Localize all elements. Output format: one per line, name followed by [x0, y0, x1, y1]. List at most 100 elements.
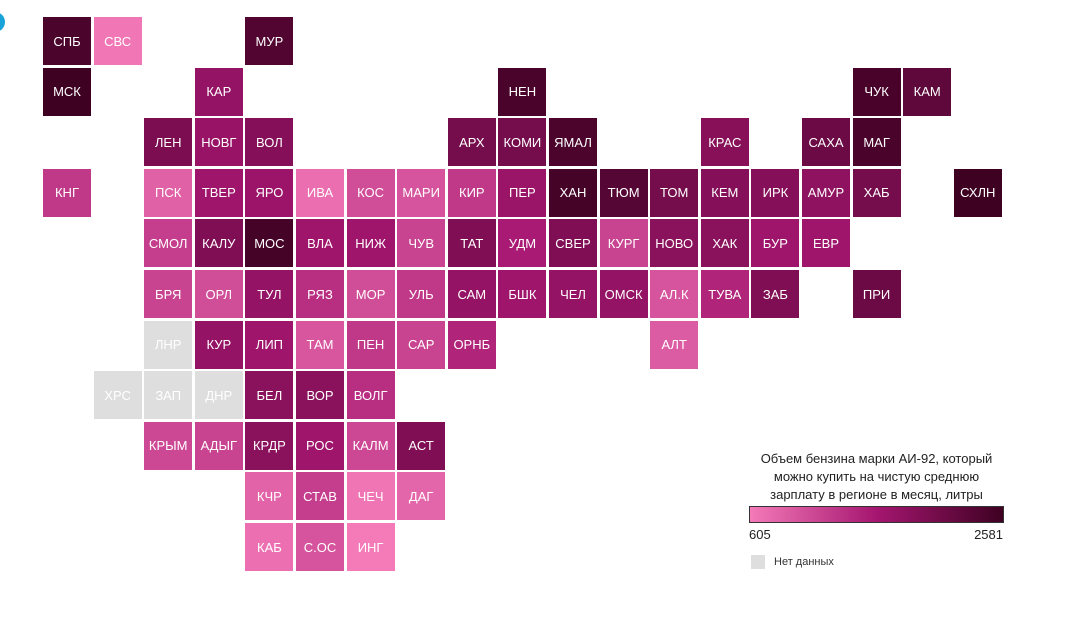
region-tile: БРЯ — [144, 270, 193, 318]
region-tile: СТАВ — [296, 472, 344, 521]
region-tile: ПСК — [144, 168, 193, 217]
region-label: КЧР — [256, 488, 282, 504]
region-label: С.ОС — [303, 539, 337, 555]
region-label: КРАС — [708, 134, 742, 150]
region-tile: АРХ — [447, 118, 496, 167]
region-label: КАБ — [257, 539, 282, 555]
region-label: ТОМ — [660, 185, 689, 201]
region-label: КОМИ — [503, 134, 542, 150]
region-tile: ЯМАЛ — [549, 118, 597, 167]
region-tile: ПРИ — [852, 270, 901, 318]
region-tile: С.ОС — [296, 523, 344, 571]
region-tile: ЧЕЛ — [549, 270, 597, 318]
region-tile: МАГ — [852, 118, 901, 167]
region-label: КНГ — [54, 185, 79, 201]
region-tile: САМ — [447, 270, 496, 318]
region-label: ОРЛ — [205, 286, 233, 302]
region-label: КРЫМ — [148, 438, 188, 454]
region-label: МОР — [355, 286, 386, 302]
region-label: СВЕР — [555, 235, 591, 251]
region-tile: КИР — [447, 168, 496, 217]
region-label: АМУР — [807, 185, 845, 201]
region-label: ТАТ — [460, 235, 484, 251]
region-tile: СВС — [93, 17, 142, 65]
region-label: ЕВР — [812, 235, 839, 251]
region-tile: ЕВР — [802, 219, 850, 268]
region-label: КОС — [357, 185, 385, 201]
region-tile: ОМСК — [599, 270, 648, 318]
region-label: КАМ — [913, 84, 941, 100]
region-label: БШК — [508, 286, 537, 302]
region-label: МАРИ — [402, 185, 440, 201]
region-label: ВОЛ — [256, 134, 283, 150]
region-tile: СВЕР — [549, 219, 597, 268]
region-label: ТУВА — [708, 286, 742, 302]
region-tile: КАМ — [903, 67, 952, 116]
region-tile: БШК — [498, 270, 547, 318]
region-tile: ВОЛГ — [346, 371, 395, 420]
region-label: ПЕР — [509, 185, 536, 201]
region-label: ИНГ — [357, 539, 384, 555]
region-tile: РЯЗ — [296, 270, 344, 318]
region-tile: ЧЕЧ — [346, 472, 395, 521]
region-label: ТЮМ — [607, 185, 640, 201]
region-tile: КУРГ — [599, 219, 648, 268]
region-tile: ВОЛ — [245, 118, 294, 167]
region-label: ЧЕЧ — [357, 488, 384, 504]
region-label: МСК — [53, 84, 81, 100]
region-tile: ЗАБ — [751, 270, 800, 318]
region-tile: ТОМ — [650, 168, 699, 217]
region-tile: ПЕР — [498, 168, 547, 217]
region-tile: АЛТ — [650, 320, 699, 369]
legend-max-label: 2581 — [974, 527, 1003, 542]
region-tile: НЕН — [498, 67, 547, 116]
region-label: ЛИП — [255, 337, 283, 353]
region-tile: МАРИ — [397, 168, 446, 217]
region-label: РЯЗ — [307, 286, 333, 302]
region-label: АСТ — [408, 438, 434, 454]
region-label: АЛТ — [661, 337, 687, 353]
region-tile: УДМ — [498, 219, 547, 268]
region-label: МУР — [255, 33, 284, 49]
region-tile: ХАБ — [852, 168, 901, 217]
region-label: САМ — [457, 286, 487, 302]
region-tile: КАБ — [245, 523, 294, 571]
region-tile: КУР — [194, 320, 243, 369]
legend-title: Объем бензина марки АИ-92, который можно… — [760, 451, 993, 502]
region-tile: НОВГ — [194, 118, 243, 167]
region-label: КИР — [459, 185, 485, 201]
legend-nodata: Нет данных — [751, 555, 834, 569]
region-tile: КАР — [194, 67, 243, 116]
region-label: ЛНР — [154, 337, 182, 353]
region-label: КРДР — [252, 438, 286, 454]
region-label: УДМ — [508, 235, 537, 251]
region-tile: МСК — [43, 67, 91, 116]
region-label: КУР — [206, 337, 232, 353]
nodata-label: Нет данных — [774, 556, 834, 568]
region-tile: САР — [397, 320, 446, 369]
region-label: ЧУВ — [408, 235, 434, 251]
region-label: БЕЛ — [256, 387, 283, 403]
region-tile: КРЫМ — [144, 421, 193, 470]
region-label: ХАК — [712, 235, 738, 251]
edge-marker-icon — [0, 12, 5, 32]
region-label: ИВА — [306, 185, 334, 201]
region-label: ВЛА — [307, 235, 333, 251]
region-label: НОВГ — [201, 134, 237, 150]
region-tile: МУР — [245, 17, 294, 65]
region-label: БРЯ — [155, 286, 182, 302]
region-tile: ХРС — [93, 371, 142, 420]
region-tile: САХА — [802, 118, 850, 167]
region-tile: ТУВА — [700, 270, 749, 318]
region-tile: КРАС — [700, 118, 749, 167]
region-label: КЕМ — [711, 185, 739, 201]
region-label: ПСК — [155, 185, 182, 201]
region-label: МАГ — [863, 134, 890, 150]
legend-color-bar — [749, 506, 1004, 523]
region-tile: СХЛН — [953, 168, 1002, 217]
region-label: ТВЕР — [201, 185, 236, 201]
region-label: ЯРО — [255, 185, 284, 201]
nodata-swatch — [751, 555, 765, 569]
region-tile: ПЕН — [346, 320, 395, 369]
